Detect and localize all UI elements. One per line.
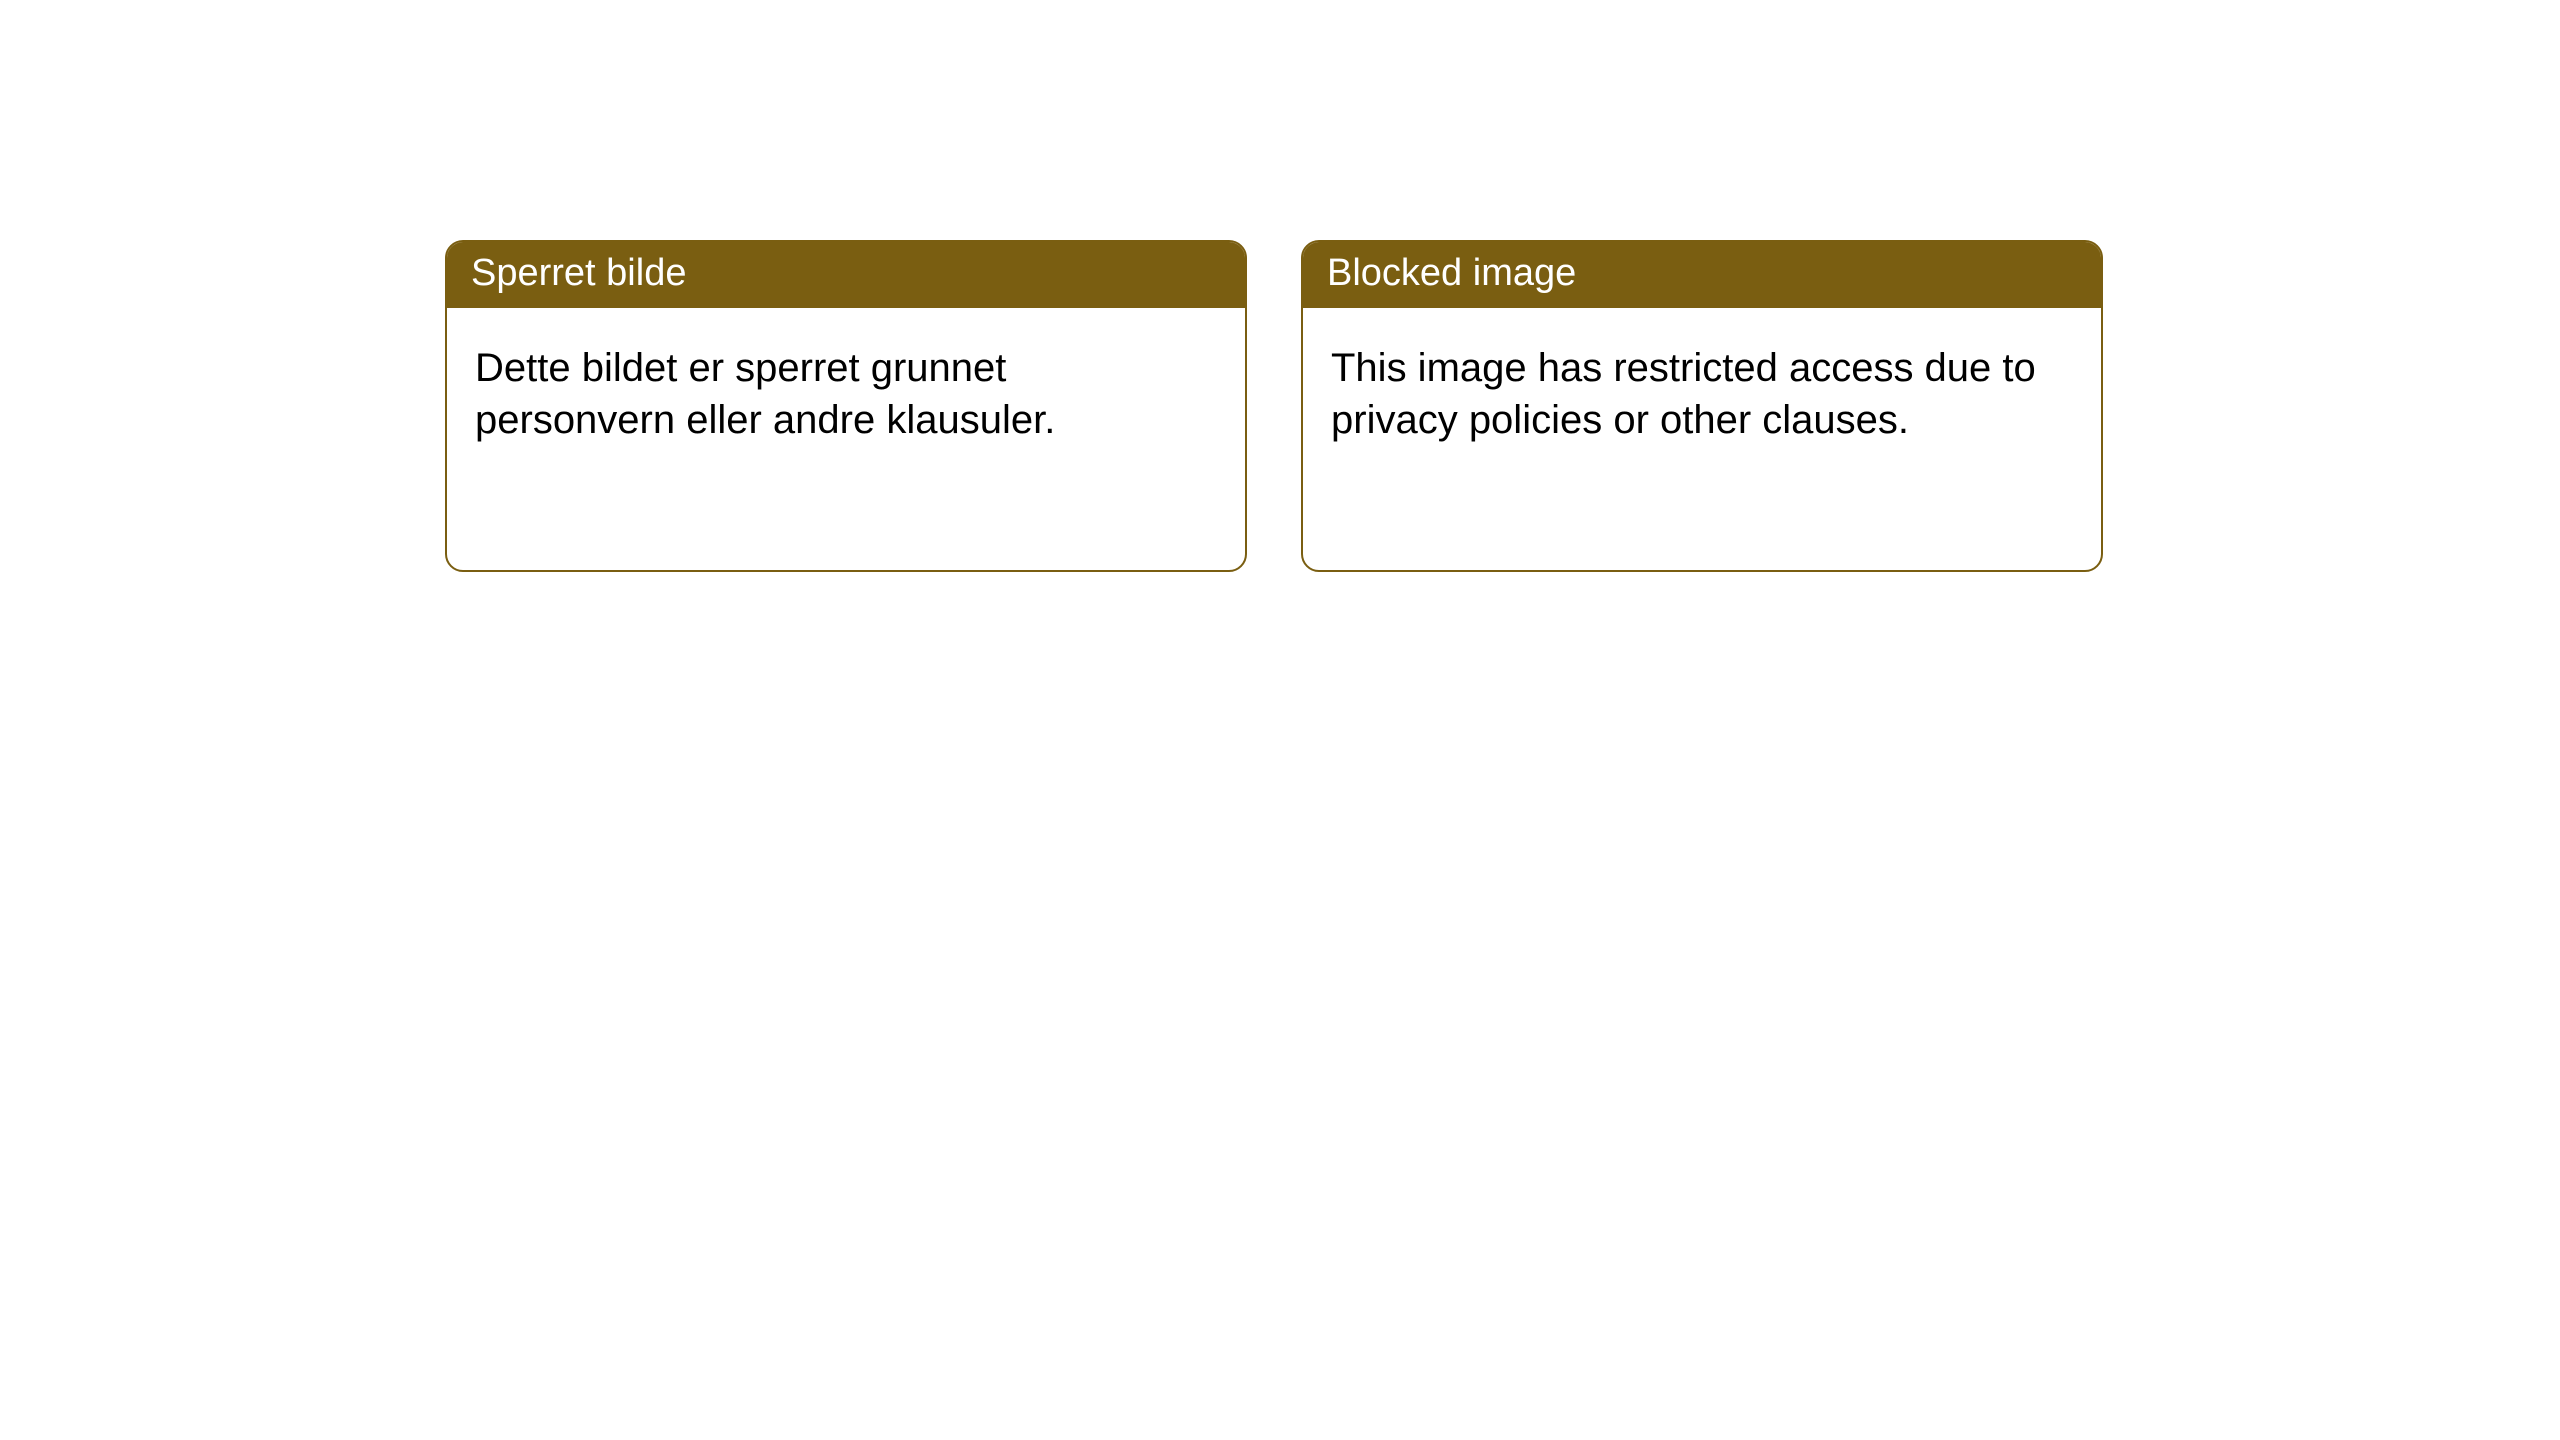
notice-card-no: Sperret bilde Dette bildet er sperret gr… — [445, 240, 1247, 572]
notice-container: Sperret bilde Dette bildet er sperret gr… — [0, 0, 2560, 572]
notice-title-en: Blocked image — [1303, 242, 2101, 308]
notice-body-no: Dette bildet er sperret grunnet personve… — [447, 308, 1245, 474]
notice-card-en: Blocked image This image has restricted … — [1301, 240, 2103, 572]
notice-body-en: This image has restricted access due to … — [1303, 308, 2101, 474]
notice-title-no: Sperret bilde — [447, 242, 1245, 308]
